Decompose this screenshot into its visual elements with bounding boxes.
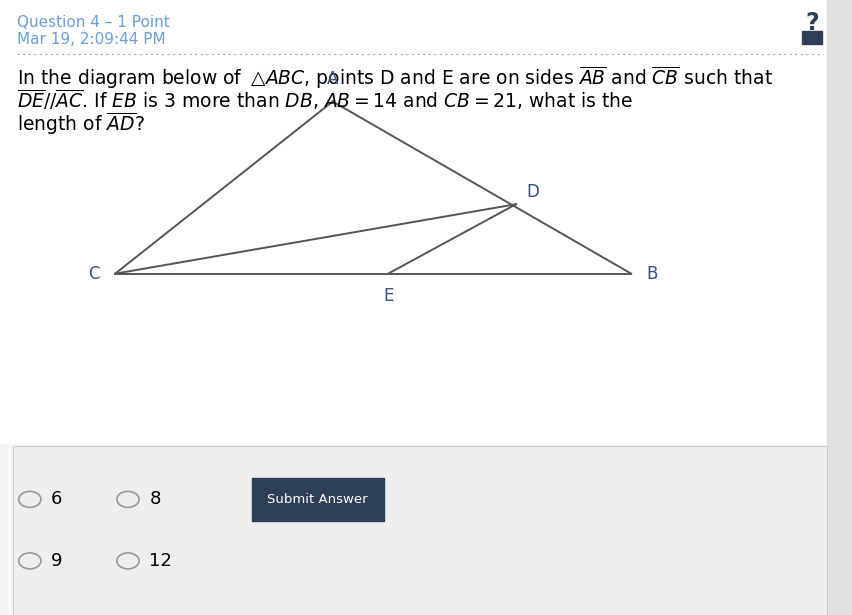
Text: D: D (526, 183, 538, 201)
Text: ?: ? (804, 11, 818, 35)
Text: 8: 8 (149, 490, 160, 509)
Text: C: C (89, 264, 100, 283)
Text: 9: 9 (51, 552, 62, 570)
Text: In the diagram below of $\triangle \!\mathit{ABC}$, points D and E are on sides : In the diagram below of $\triangle \!\ma… (17, 65, 773, 91)
Text: 12: 12 (149, 552, 172, 570)
Text: A: A (326, 70, 338, 88)
Text: Question 4 – 1 Point: Question 4 – 1 Point (17, 15, 170, 30)
Text: B: B (646, 264, 657, 283)
Bar (801, 31, 821, 44)
Text: E: E (383, 287, 393, 305)
Bar (826, 0, 852, 615)
Bar (13, 446, 826, 615)
Bar (13, 446, 826, 615)
Bar (0, 0, 826, 443)
Text: length of $\overline{AD}$?: length of $\overline{AD}$? (17, 110, 145, 137)
Bar (251, 478, 383, 521)
Text: $\overline{DE}$$//$$\overline{AC}$. If $EB$ is 3 more than $DB$, $AB = 14$ and $: $\overline{DE}$$//$$\overline{AC}$. If $… (17, 87, 632, 112)
Text: Submit Answer: Submit Answer (268, 493, 367, 506)
Text: Mar 19, 2:09:44 PM: Mar 19, 2:09:44 PM (17, 32, 165, 47)
Text: 6: 6 (51, 490, 62, 509)
